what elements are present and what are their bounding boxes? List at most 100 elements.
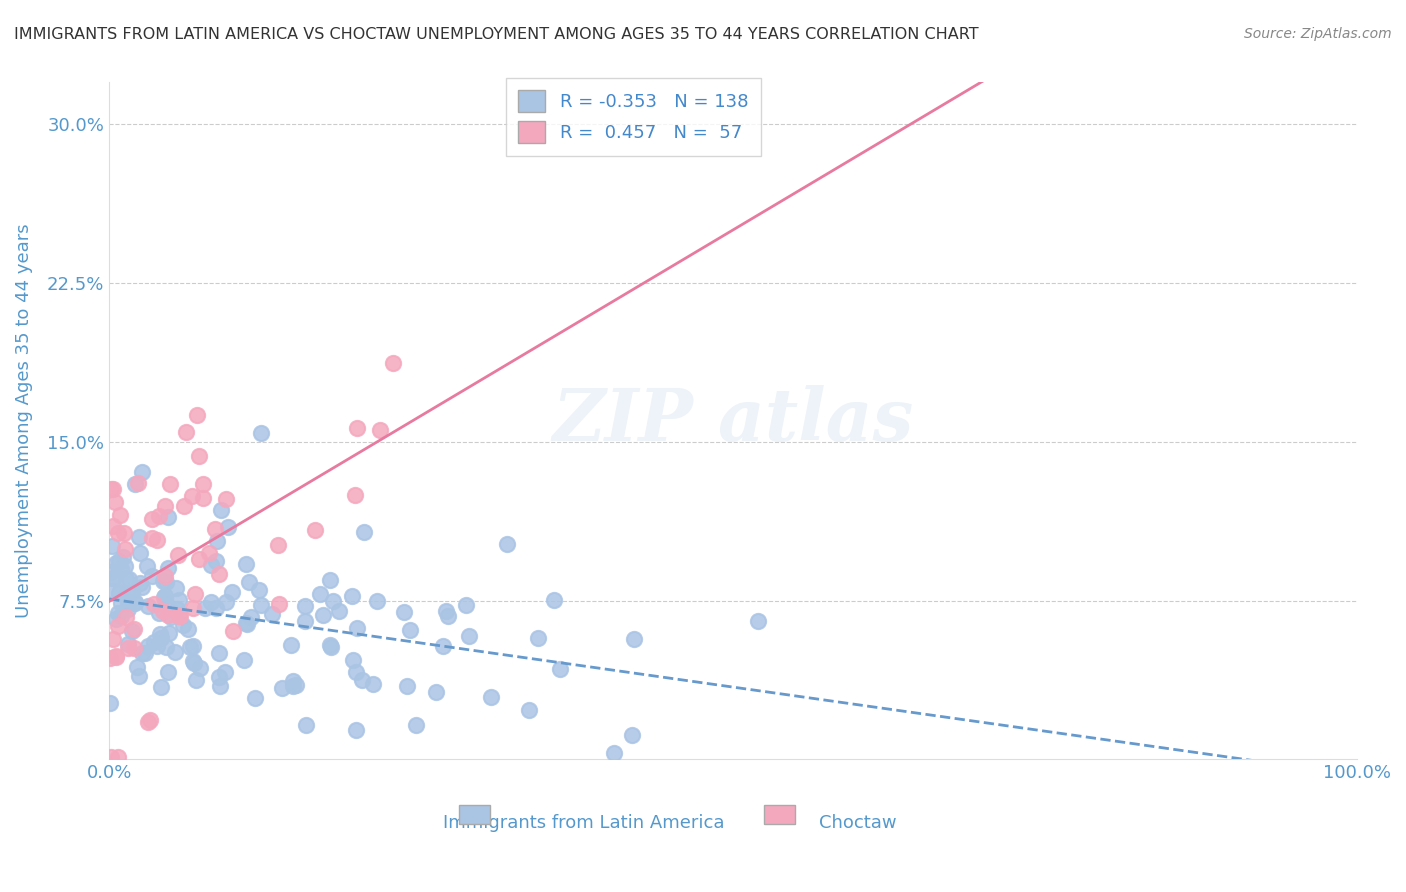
Point [139, 714, 162, 728]
Point [180, 489, 202, 503]
Point [117, 640, 139, 655]
Point [517, 702, 540, 716]
Point [184, 587, 207, 601]
Point [124, 477, 146, 491]
Point [432, 639, 454, 653]
Point [267, 597, 290, 611]
Point [235, 615, 257, 630]
Point [108, 585, 131, 599]
Point [153, 592, 176, 607]
Point [135, 558, 157, 573]
Point [128, 530, 150, 544]
Point [104, 495, 127, 509]
Point [221, 585, 243, 599]
Point [101, 570, 124, 584]
Point [157, 607, 180, 622]
Point [181, 640, 204, 654]
Point [136, 714, 159, 729]
Point [107, 607, 129, 621]
Point [145, 640, 167, 654]
Point [166, 601, 188, 615]
Point [425, 685, 447, 699]
Point [238, 574, 260, 589]
Point [149, 626, 172, 640]
Point [169, 592, 191, 607]
Point [149, 631, 172, 645]
Point [172, 618, 194, 632]
Point [285, 678, 308, 692]
FancyBboxPatch shape [458, 805, 489, 824]
Point [368, 424, 391, 438]
Point [363, 676, 385, 690]
Point [208, 670, 231, 684]
Point [184, 673, 207, 687]
Point [159, 476, 181, 491]
Point [328, 604, 350, 618]
Point [434, 604, 457, 618]
Point [280, 638, 302, 652]
Point [479, 690, 502, 704]
Text: Source: ZipAtlas.com: Source: ZipAtlas.com [1244, 27, 1392, 41]
Point [495, 536, 517, 550]
Point [141, 569, 163, 583]
Point [437, 609, 460, 624]
Point [167, 548, 190, 562]
Point [346, 621, 368, 635]
Point [214, 665, 236, 680]
Point [215, 492, 238, 507]
Point [200, 558, 222, 572]
Point [366, 594, 388, 608]
Point [148, 606, 170, 620]
Point [191, 491, 214, 505]
Point [122, 640, 145, 655]
Point [204, 523, 226, 537]
Point [198, 546, 221, 560]
Point [129, 546, 152, 560]
Point [204, 554, 226, 568]
Point [153, 589, 176, 603]
Point [209, 502, 232, 516]
Point [312, 607, 335, 622]
Point [114, 558, 136, 573]
Point [205, 601, 228, 615]
Point [267, 538, 290, 552]
Point [344, 723, 367, 737]
Point [127, 660, 149, 674]
Point [141, 531, 163, 545]
Point [136, 639, 159, 653]
Point [208, 679, 231, 693]
Point [134, 646, 156, 660]
Point [131, 646, 153, 660]
Point [186, 409, 208, 423]
Point [103, 571, 125, 585]
Point [177, 622, 200, 636]
Point [124, 596, 146, 610]
Point [181, 601, 204, 615]
Point [309, 587, 332, 601]
Point [239, 610, 262, 624]
Point [105, 612, 128, 626]
Point [344, 665, 367, 680]
Point [167, 609, 190, 624]
Point [395, 679, 418, 693]
Point [159, 610, 181, 624]
Point [200, 595, 222, 609]
Point [115, 573, 138, 587]
Point [194, 601, 217, 615]
Point [165, 645, 187, 659]
Legend: R = -0.353   N = 138, R =  0.457   N =  57: R = -0.353 N = 138, R = 0.457 N = 57 [506, 78, 761, 156]
Point [346, 421, 368, 435]
Point [217, 520, 239, 534]
Point [142, 597, 165, 611]
Point [145, 533, 167, 548]
Point [115, 587, 138, 601]
Point [103, 482, 125, 496]
Point [100, 565, 122, 579]
Point [623, 632, 645, 646]
FancyBboxPatch shape [765, 805, 796, 824]
Point [603, 746, 626, 760]
Point [270, 681, 292, 695]
Point [156, 561, 179, 575]
Point [188, 449, 211, 463]
Point [179, 640, 201, 654]
